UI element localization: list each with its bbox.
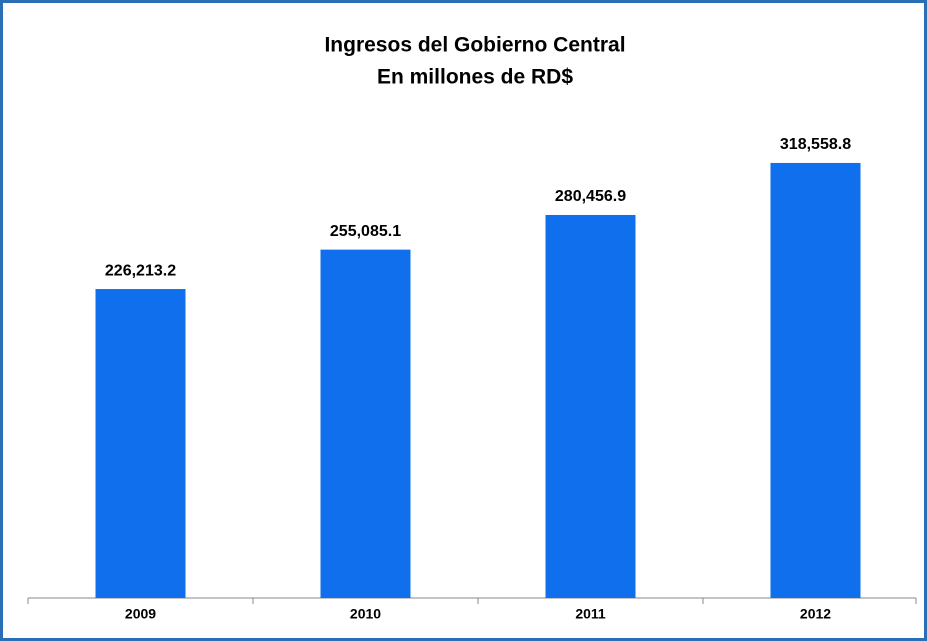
x-tick-label: 2010 (350, 606, 381, 622)
bar (320, 249, 411, 598)
value-label: 280,456.9 (555, 188, 626, 205)
chart-title: Ingresos del Gobierno Central (324, 34, 625, 57)
bar (95, 289, 186, 598)
value-label: 226,213.2 (105, 262, 176, 279)
value-label: 255,085.1 (330, 223, 401, 240)
bar (545, 214, 636, 598)
bar (770, 162, 861, 598)
x-tick-label: 2012 (800, 606, 831, 622)
x-tick-label: 2011 (575, 606, 606, 622)
x-tick-label: 2009 (125, 606, 156, 622)
chart-subtitle: En millones de RD$ (377, 66, 573, 89)
value-label: 318,558.8 (780, 136, 851, 153)
